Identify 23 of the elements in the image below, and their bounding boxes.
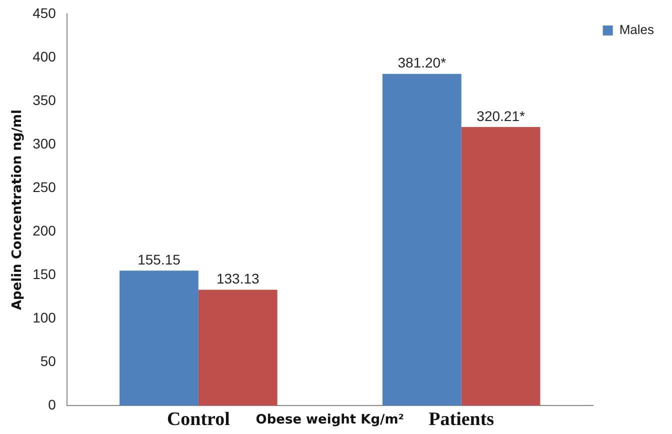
y-tick-label: 150 (32, 266, 56, 282)
y-tick-label: 50 (40, 352, 56, 369)
x-tick-label: Patients (428, 408, 494, 430)
legend-label: Males (619, 22, 654, 38)
y-tick-label: 350 (32, 92, 56, 108)
y-tick-label: 400 (32, 48, 56, 64)
data-label: 381.20* (398, 54, 447, 71)
data-label: 133.13 (216, 270, 260, 287)
x-axis-title: Obese weight Kg/m² (256, 412, 404, 428)
bar (198, 290, 278, 406)
data-label: 155.15 (138, 251, 181, 268)
y-tick-label: 100 (32, 309, 56, 326)
bar (461, 126, 540, 406)
y-tick-label: 200 (32, 222, 56, 238)
y-axis-title: Apelin Concentration ng/ml (10, 110, 26, 310)
y-tick-label: 0 (48, 396, 56, 412)
y-tick-label: 450 (32, 4, 56, 21)
y-tick-label: 250 (32, 178, 56, 195)
bar (382, 74, 462, 406)
y-tick-label: 300 (32, 135, 56, 152)
x-tick-label: Control (166, 408, 230, 430)
bar (120, 270, 198, 406)
data-label: 320.21* (476, 108, 526, 124)
